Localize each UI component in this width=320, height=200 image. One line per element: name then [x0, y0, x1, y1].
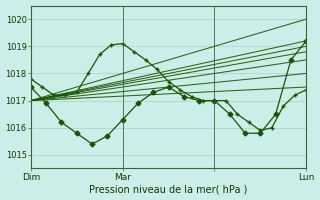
- X-axis label: Pression niveau de la mer( hPa ): Pression niveau de la mer( hPa ): [89, 184, 248, 194]
